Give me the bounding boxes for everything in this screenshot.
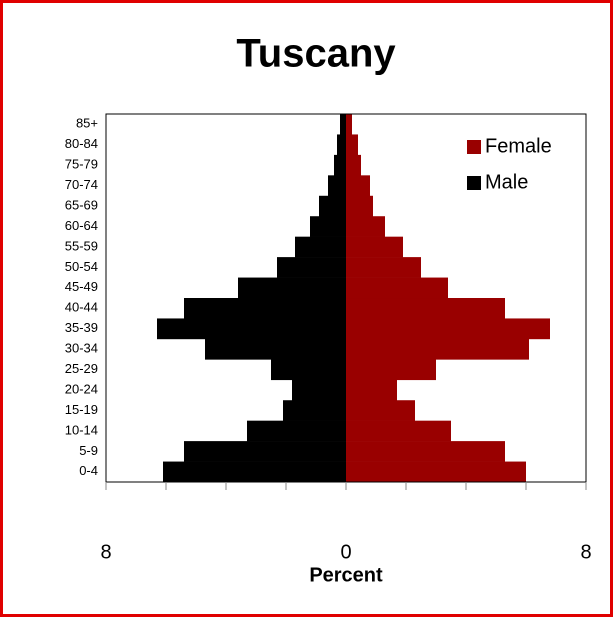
bar xyxy=(184,441,346,462)
bar xyxy=(346,298,505,319)
legend-swatch xyxy=(467,140,481,154)
bar xyxy=(346,114,352,135)
bar xyxy=(346,154,361,176)
bar xyxy=(334,154,346,176)
y-tick-label: 20-24 xyxy=(65,381,98,396)
bar xyxy=(346,461,526,483)
bar xyxy=(310,216,346,237)
x-axis-label: Percent xyxy=(309,564,383,586)
bar xyxy=(319,195,346,217)
bar xyxy=(157,318,346,340)
x-tick-label: 0 xyxy=(340,541,351,563)
bar xyxy=(163,461,346,483)
bar xyxy=(346,379,397,401)
bar xyxy=(283,400,346,421)
y-tick-label: 35-39 xyxy=(65,320,98,335)
bar xyxy=(346,236,403,258)
bar xyxy=(346,400,415,421)
y-tick-label: 15-19 xyxy=(65,402,98,417)
bar xyxy=(346,277,448,299)
chart-title: Tuscany xyxy=(236,32,396,76)
bar xyxy=(277,257,346,278)
bar xyxy=(346,338,529,360)
bar xyxy=(328,175,346,197)
bar xyxy=(346,257,421,278)
bar xyxy=(346,175,370,197)
bar xyxy=(340,114,346,135)
legend-label: Male xyxy=(485,171,528,193)
bar xyxy=(337,134,346,156)
legend-swatch xyxy=(467,176,481,190)
bar xyxy=(184,298,346,319)
bar xyxy=(346,359,436,381)
bar xyxy=(346,318,550,340)
bar xyxy=(292,379,346,401)
y-tick-label: 30-34 xyxy=(65,341,98,356)
x-tick-label: 8 xyxy=(100,541,111,563)
y-tick-label: 0-4 xyxy=(79,463,98,478)
bar xyxy=(238,277,346,299)
bar xyxy=(346,441,505,462)
bar xyxy=(205,338,346,360)
y-tick-label: 80-84 xyxy=(65,136,98,151)
y-tick-label: 45-49 xyxy=(65,279,98,294)
bar xyxy=(346,420,451,442)
y-tick-label: 50-54 xyxy=(65,259,98,274)
y-tick-label: 40-44 xyxy=(65,300,98,315)
y-tick-label: 60-64 xyxy=(65,218,98,233)
bar xyxy=(247,420,346,442)
bar xyxy=(346,134,358,156)
bar xyxy=(271,359,346,381)
y-tick-label: 10-14 xyxy=(65,422,98,437)
legend-label: Female xyxy=(485,135,552,157)
y-tick-label: 25-29 xyxy=(65,361,98,376)
y-tick-label: 85+ xyxy=(76,116,98,131)
y-tick-label: 75-79 xyxy=(65,157,98,172)
bar xyxy=(346,216,385,237)
y-tick-label: 55-59 xyxy=(65,238,98,253)
x-tick-label: 8 xyxy=(580,541,591,563)
y-tick-label: 70-74 xyxy=(65,177,98,192)
bar xyxy=(346,195,373,217)
y-tick-label: 5-9 xyxy=(79,443,98,458)
y-tick-label: 65-69 xyxy=(65,197,98,212)
bar xyxy=(295,236,346,258)
